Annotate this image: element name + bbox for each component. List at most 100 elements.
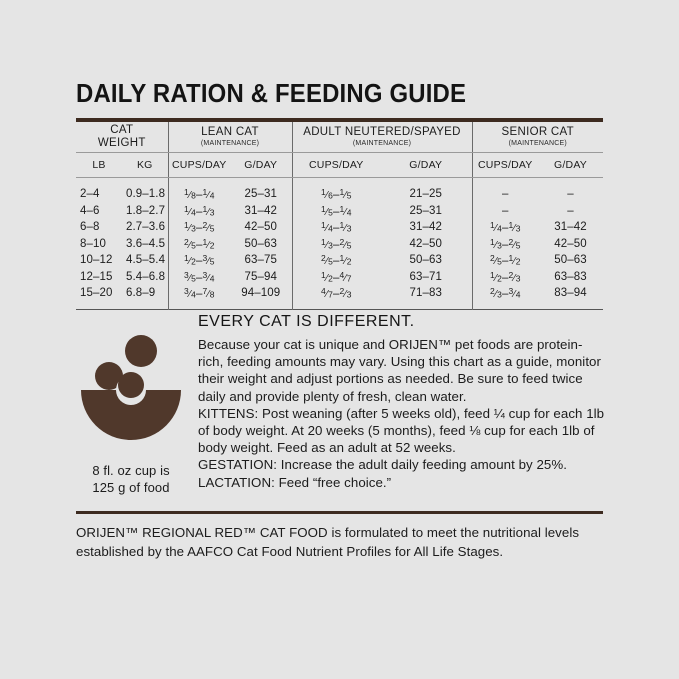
- cell-adult-g: 21–25: [409, 188, 442, 201]
- cell-adult-cups: 1⁄2–4⁄7: [291, 268, 380, 285]
- cell-lb: 15–20: [80, 287, 113, 300]
- cell-lean-cups: 1⁄3–2⁄5: [167, 219, 230, 236]
- cell-senior-cups: 2⁄5–1⁄2: [471, 252, 538, 269]
- table-spacer-row: [76, 177, 603, 186]
- bowl-caption: 8 fl. oz cup is 125 g of food: [76, 462, 186, 496]
- cell-lean-cups: 1⁄8–1⁄4: [167, 186, 230, 203]
- group-header-lean-cat-name: LEAN CAT: [201, 126, 259, 138]
- cell-lean-g: 42–50: [244, 221, 277, 234]
- cell-adult-cups: 1⁄4–1⁄3: [291, 219, 380, 236]
- aafco-statement: ORIJEN™ REGIONAL RED™ CAT FOOD is formul…: [76, 524, 606, 561]
- page-title: DAILY RATION & FEEDING GUIDE: [76, 78, 467, 108]
- cell-kg: 1.8–2.7: [126, 204, 166, 217]
- cell-senior-g: –: [567, 188, 574, 201]
- cell-lb: 10–12: [80, 254, 113, 267]
- cell-lean-cups: 2⁄5–1⁄2: [167, 235, 230, 252]
- cell-kg: 6.8–9: [126, 287, 156, 300]
- cell-kg: 5.4–6.8: [126, 270, 166, 283]
- group-header-cat-weight: CAT WEIGHT: [76, 122, 168, 153]
- info-paragraph-lactation: LACTATION: Feed “free choice.”: [198, 474, 392, 490]
- subheader-senior-g: G/DAY: [538, 152, 603, 178]
- subheader-lean-g: G/DAY: [230, 152, 292, 178]
- cell-senior-g: –: [567, 204, 574, 217]
- cell-lb: 12–15: [80, 270, 113, 283]
- cell-lean-g: 63–75: [244, 254, 277, 267]
- cell-lean-cups: 3⁄4–7⁄8: [167, 285, 230, 302]
- cell-kg: 4.5–5.4: [126, 254, 166, 267]
- cell-adult-cups: 1⁄6–1⁄5: [291, 186, 380, 203]
- cell-lb: 4–6: [80, 204, 100, 217]
- bowl-caption-line1: 8 fl. oz cup is: [92, 463, 170, 478]
- cat-food-bowl-icon: [81, 335, 181, 440]
- cell-adult-g: 71–83: [409, 287, 442, 300]
- cell-adult-g: 63–71: [409, 270, 442, 283]
- aafco-statement-text: ORIJEN™ REGIONAL RED™ CAT FOOD is formul…: [76, 525, 580, 559]
- cell-lean-cups: 3⁄5–3⁄4: [167, 268, 230, 285]
- info-heading: EVERY CAT IS DIFFERENT.: [198, 313, 415, 330]
- cell-senior-g: 50–63: [554, 254, 587, 267]
- cell-adult-cups: 2⁄5–1⁄2: [291, 252, 380, 269]
- cell-lean-g: 94–109: [241, 287, 281, 300]
- table-bottom-rule: [76, 308, 603, 310]
- section-divider: [76, 511, 603, 514]
- table-bottom-pad-row: [76, 301, 603, 309]
- group-header-senior-name: SENIOR CAT: [501, 126, 574, 138]
- group-header-senior-cat: SENIOR CAT (MAINTENANCE): [471, 122, 603, 153]
- cell-lean-g: 50–63: [244, 237, 277, 250]
- daily-ration-table-container: CAT WEIGHT LEAN CAT (MAINTENANCE) ADULT …: [76, 118, 603, 310]
- cell-lean-g: 25–31: [244, 188, 277, 201]
- cell-senior-g: 42–50: [554, 237, 587, 250]
- cell-lean-cups: 1⁄4–1⁄3: [167, 202, 230, 219]
- info-body: Because your cat is unique and ORIJEN™ p…: [198, 336, 606, 491]
- table-top-bar-fill: [76, 118, 603, 122]
- table-subheader-row: LB KG CUPS/DAY G/DAY CUPS/DAY G/DAY CUPS…: [76, 152, 603, 178]
- cell-senior-cups: 1⁄3–2⁄5: [471, 235, 538, 252]
- subheader-adult-cups: CUPS/DAY: [291, 152, 380, 178]
- info-paragraph-general: Because your cat is unique and ORIJEN™ p…: [198, 337, 601, 404]
- cell-senior-cups: –: [471, 202, 538, 219]
- cell-kg: 3.6–4.5: [126, 237, 166, 250]
- cell-senior-g: 83–94: [554, 287, 587, 300]
- every-cat-is-different-block: EVERY CAT IS DIFFERENT. Because your cat…: [198, 313, 606, 491]
- subheader-senior-cups: CUPS/DAY: [471, 152, 538, 178]
- table-row: 2–4 0.9–1.8 1⁄8–1⁄4 25–31 1⁄6–1⁄5 21–25 …: [76, 186, 603, 203]
- cell-adult-cups: 1⁄5–1⁄4: [291, 202, 380, 219]
- bowl-caption-line2: 125 g of food: [92, 480, 170, 495]
- cell-senior-cups: –: [471, 186, 538, 203]
- table-row: 12–15 5.4–6.8 3⁄5–3⁄4 75–94 1⁄2–4⁄7 63–7…: [76, 268, 603, 285]
- info-paragraph-kittens: KITTENS: Post weaning (after 5 weeks old…: [198, 405, 605, 456]
- cell-adult-g: 31–42: [409, 221, 442, 234]
- table-row: 4–6 1.8–2.7 1⁄4–1⁄3 31–42 1⁄5–1⁄4 25–31 …: [76, 202, 603, 219]
- group-header-adult-neutered: ADULT NEUTERED/SPAYED (MAINTENANCE): [291, 122, 472, 153]
- cell-lean-g: 31–42: [244, 204, 277, 217]
- table-top-bar: [76, 118, 603, 122]
- cell-lean-g: 75–94: [244, 270, 277, 283]
- cell-lb: 2–4: [80, 188, 100, 201]
- cell-adult-g: 42–50: [409, 237, 442, 250]
- subheader-kg: KG: [122, 152, 168, 178]
- group-header-adult-sub: (MAINTENANCE): [352, 140, 412, 147]
- cell-adult-g: 25–31: [409, 204, 442, 217]
- table-row: 6–8 2.7–3.6 1⁄3–2⁄5 42–50 1⁄4–1⁄3 31–42 …: [76, 219, 603, 236]
- cell-senior-cups: 1⁄4–1⁄3: [471, 219, 538, 236]
- table-row: 15–20 6.8–9 3⁄4–7⁄8 94–109 4⁄7–2⁄3 71–83…: [76, 285, 603, 302]
- daily-ration-table: CAT WEIGHT LEAN CAT (MAINTENANCE) ADULT …: [76, 118, 603, 310]
- info-paragraph-gestation: GESTATION: Increase the adult daily feed…: [198, 457, 567, 473]
- cell-adult-g: 50–63: [409, 254, 442, 267]
- subheader-lb: LB: [76, 152, 122, 178]
- cell-lb: 8–10: [80, 237, 106, 250]
- table-row: 8–10 3.6–4.5 2⁄5–1⁄2 50–63 1⁄3–2⁄5 42–50…: [76, 235, 603, 252]
- cell-lb: 6–8: [80, 221, 100, 234]
- cell-senior-cups: 1⁄2–2⁄3: [471, 268, 538, 285]
- bowl-illustration-block: 8 fl. oz cup is 125 g of food: [76, 334, 186, 496]
- cell-kg: 0.9–1.8: [126, 188, 166, 201]
- group-header-lean-cat-sub: (MAINTENANCE): [200, 140, 260, 147]
- cell-senior-cups: 2⁄3–3⁄4: [471, 285, 538, 302]
- table-row: 10–12 4.5–5.4 1⁄2–3⁄5 63–75 2⁄5–1⁄2 50–6…: [76, 252, 603, 269]
- cell-kg: 2.7–3.6: [126, 221, 166, 234]
- cell-senior-g: 31–42: [554, 221, 587, 234]
- table-group-header-row: CAT WEIGHT LEAN CAT (MAINTENANCE) ADULT …: [76, 122, 603, 153]
- cell-adult-cups: 4⁄7–2⁄3: [291, 285, 380, 302]
- subheader-lean-cups: CUPS/DAY: [167, 152, 230, 178]
